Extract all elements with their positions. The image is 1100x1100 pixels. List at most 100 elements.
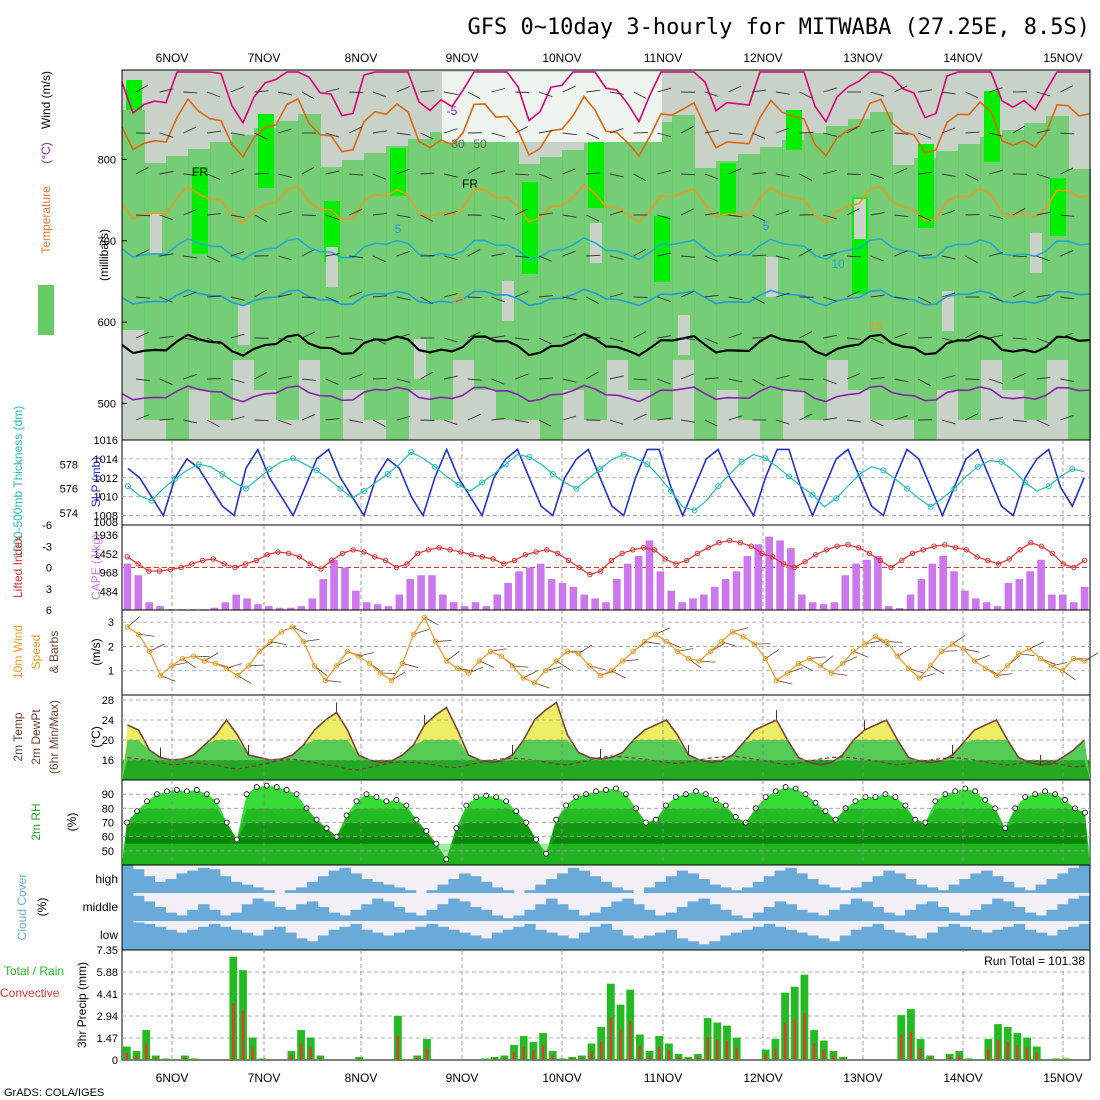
wind-barb — [1036, 91, 1051, 97]
rh-band-dry — [238, 305, 250, 345]
cloud-bar-middle — [491, 915, 504, 921]
wind-barb — [325, 214, 339, 220]
wind10-point — [135, 631, 142, 637]
wind-barb — [538, 212, 553, 216]
rh-band-mid — [276, 121, 299, 420]
rh2m-point — [473, 794, 480, 800]
thickness-point — [266, 466, 273, 473]
wind-barb — [443, 128, 458, 134]
cape-bar — [547, 579, 556, 610]
wind-barb — [349, 91, 364, 94]
wind10-point — [1081, 658, 1088, 664]
wind-barb — [254, 132, 268, 140]
precip-bar-convective — [183, 1057, 187, 1060]
cloud-bar-low — [209, 923, 221, 950]
wind-barb — [751, 378, 765, 387]
rh2m-point — [183, 788, 190, 795]
wind-barb — [301, 296, 316, 299]
lifted-index-point — [522, 552, 529, 558]
wind10-point — [1048, 663, 1055, 669]
lifted-index-point — [339, 550, 346, 557]
rh2m-point — [593, 788, 599, 795]
thickness-ytick-2: 578 — [60, 459, 78, 471]
cloud-bar-high — [578, 870, 591, 893]
cloud-bar-middle — [872, 907, 884, 921]
thickness-point — [219, 471, 226, 477]
wind10-ylabel-d: (m/s) — [89, 638, 103, 665]
precip-bar-convective — [900, 1035, 903, 1060]
wind-barb — [870, 419, 884, 427]
cape-bar — [787, 548, 795, 610]
cloud-bar-middle — [470, 907, 482, 921]
wind-barb — [301, 249, 315, 257]
wind-barb — [870, 377, 885, 380]
rh-band-mid — [430, 132, 453, 420]
cloud-bar-middle — [546, 898, 558, 921]
cloud-bar-middle — [774, 901, 786, 921]
wind10-point — [322, 677, 329, 684]
cloud-bar-high — [230, 881, 243, 893]
cloud-ytick-1: middle — [83, 900, 119, 914]
lifted-index-point — [415, 550, 421, 557]
cloud-bar-high — [872, 876, 884, 893]
rh2m-point — [323, 825, 330, 832]
precip-bar-convective — [396, 1035, 400, 1060]
li-ytick-4: -6 — [42, 520, 52, 532]
rh2m-point — [1022, 794, 1029, 800]
lifted-index-point — [985, 557, 991, 564]
wind10-point — [1004, 663, 1011, 669]
date-label-top-8: 14NOV — [943, 51, 982, 65]
rh2m-point — [862, 794, 869, 800]
cloud-bar-low — [339, 926, 351, 950]
precip-ytick-5: 7.35 — [97, 945, 118, 957]
cloud-bar-middle — [306, 901, 319, 921]
wind-barb — [894, 415, 908, 421]
cloud-bar-high — [296, 887, 308, 893]
date-label-top-1: 7NOV — [248, 51, 281, 65]
wind-barb — [372, 91, 387, 98]
cloud-bar-low — [535, 929, 547, 950]
wind-barb — [444, 375, 458, 380]
wind-barb — [515, 173, 530, 176]
wind-barb — [372, 212, 387, 216]
cloud-bar-low — [763, 923, 776, 950]
wind10-point — [1015, 651, 1022, 657]
lifted-index-point — [942, 542, 948, 548]
rh2m-point — [1042, 788, 1048, 795]
lifted-index-point — [952, 544, 959, 551]
cloud-bar-low — [894, 932, 906, 950]
lifted-index-point — [931, 543, 937, 549]
lifted-index-point — [393, 564, 399, 571]
precip-bar-convective — [580, 1057, 583, 1060]
wind-barb — [467, 331, 481, 339]
date-label-bottom-9: 15NOV — [1043, 1071, 1082, 1085]
wind-barb — [1060, 85, 1073, 93]
cloud-bar-middle — [1057, 904, 1069, 921]
cape-bar — [493, 594, 502, 610]
cloud-bar-high — [132, 869, 145, 893]
wind10-point — [509, 663, 516, 669]
wind-barb — [325, 418, 340, 421]
date-label-top-2: 8NOV — [345, 51, 378, 65]
wind10-point — [927, 663, 934, 669]
wind10-point — [663, 638, 670, 645]
lifted-index-point — [866, 550, 873, 557]
cape-bar — [678, 602, 686, 610]
wind-barb — [894, 85, 908, 93]
wind10-point — [454, 665, 461, 671]
wind-barb — [1060, 214, 1075, 217]
cape-bar — [776, 540, 784, 610]
wind-barb — [823, 214, 837, 220]
wind-barb — [894, 214, 909, 218]
thickness-point — [667, 488, 674, 494]
contour-label-5: FR — [462, 177, 478, 191]
wind-legend-label: Wind (m/s) — [39, 71, 53, 129]
cloud-bar-middle — [513, 915, 525, 921]
lifted-index-point — [458, 549, 464, 555]
cloud-bar-low — [1068, 926, 1080, 950]
cloud-bar-high — [839, 890, 852, 893]
wind-barb — [230, 333, 245, 339]
contour-label-8: 30 — [451, 137, 465, 151]
wind-barb — [562, 296, 577, 301]
run-total-bg — [935, 952, 1087, 970]
